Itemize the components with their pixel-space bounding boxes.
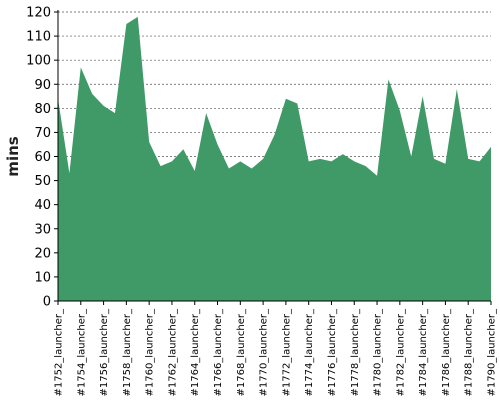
y-tick-label: 0 <box>43 295 51 310</box>
x-tick-label: #1772_launcher_ <box>281 308 292 397</box>
area-fill <box>58 16 491 301</box>
x-tick-label: #1756_launcher_ <box>99 308 110 397</box>
y-tick-label: 30 <box>34 222 51 237</box>
x-tick-label: #1770_launcher_ <box>259 308 270 397</box>
x-tick-label: #1752_launcher_ <box>54 308 65 397</box>
x-tick-label: #1782_launcher_ <box>395 308 406 397</box>
x-tick-labels: #1752_launcher_ #1754_launcher_ #1756_laun… <box>54 301 498 397</box>
y-tick-labels: 0 10 20 30 40 50 60 70 80 90 100 110 120 <box>26 6 58 310</box>
y-tick-label: 20 <box>34 246 51 261</box>
x-tick-label: #1758_launcher_ <box>122 308 133 397</box>
x-tick-label: #1786_launcher_ <box>441 308 452 397</box>
y-tick-label: 50 <box>34 174 51 189</box>
x-tick-label: #1778_launcher_ <box>350 308 361 397</box>
x-tick-label: #1762_launcher_ <box>167 308 178 397</box>
x-tick-label: #1768_launcher_ <box>236 308 247 397</box>
x-tick-label: #1784_launcher_ <box>418 308 429 397</box>
x-tick-label: #1788_launcher_ <box>464 308 475 397</box>
y-tick-label: 70 <box>34 126 51 141</box>
y-axis-title: mins <box>4 136 22 176</box>
y-tick-label: 120 <box>26 6 51 21</box>
x-tick-label: #1790_launcher_ <box>487 308 498 397</box>
x-tick-label: #1776_launcher_ <box>327 308 338 397</box>
x-tick-label: #1774_launcher_ <box>304 308 315 397</box>
x-tick-label: #1764_launcher_ <box>190 308 201 397</box>
y-tick-label: 10 <box>34 270 51 285</box>
x-tick-label: #1760_launcher_ <box>145 308 156 397</box>
x-tick-label: #1766_launcher_ <box>213 308 224 397</box>
y-tick-label: 110 <box>26 30 51 45</box>
y-tick-label: 40 <box>34 198 51 213</box>
y-tick-label: 100 <box>26 54 51 69</box>
y-tick-label: 60 <box>34 150 51 165</box>
y-tick-label: 90 <box>34 78 51 93</box>
area-series <box>58 16 491 301</box>
y-tick-label: 80 <box>34 102 51 117</box>
x-tick-label: #1754_launcher_ <box>76 308 87 397</box>
x-tick-label: #1780_launcher_ <box>373 308 384 397</box>
